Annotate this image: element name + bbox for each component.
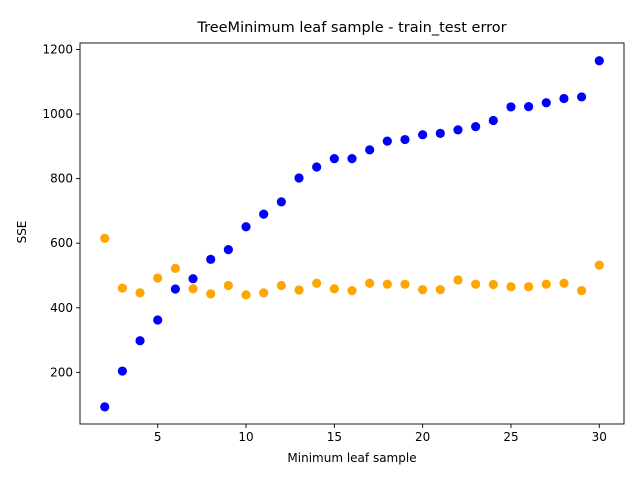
- data-point: [135, 336, 145, 346]
- x-tick-label: 5: [154, 430, 162, 444]
- data-point: [435, 128, 445, 139]
- plot-area: 5 10 15 20 25 30 200 400 600 800 1000 1200: [42, 42, 625, 444]
- data-point: [223, 280, 233, 291]
- data-point: [135, 288, 145, 298]
- y-tick-label: 800: [50, 172, 73, 186]
- y-tick-label: 1000: [42, 107, 73, 121]
- data-point: [276, 197, 286, 207]
- data-point: [223, 245, 233, 255]
- data-point: [206, 254, 216, 264]
- data-point: [294, 173, 304, 183]
- y-axis-label: SSE: [15, 221, 29, 244]
- data-point: [524, 282, 534, 292]
- data-point: [400, 279, 410, 289]
- data-point: [188, 274, 198, 284]
- axes-frame: [79, 42, 625, 425]
- data-point: [488, 115, 498, 126]
- data-point: [400, 134, 410, 145]
- data-point: [577, 286, 587, 296]
- data-point: [471, 122, 481, 132]
- data-point: [170, 263, 180, 273]
- data-point: [541, 98, 551, 108]
- data-point: [153, 273, 163, 283]
- data-point: [347, 153, 357, 164]
- data-point: [347, 286, 357, 296]
- x-tick-label: 25: [503, 430, 518, 444]
- y-tick-label: 400: [50, 301, 73, 315]
- data-point: [506, 102, 516, 112]
- x-tick-label: 20: [415, 430, 430, 444]
- data-point: [506, 282, 516, 292]
- data-point: [594, 260, 604, 270]
- data-point: [276, 280, 286, 291]
- data-point: [259, 288, 269, 298]
- data-point: [453, 275, 463, 285]
- data-point: [541, 279, 551, 289]
- data-point: [117, 283, 127, 293]
- data-point: [435, 285, 445, 295]
- data-point: [206, 289, 216, 299]
- data-point: [259, 209, 269, 219]
- data-point: [365, 278, 375, 288]
- x-axis-label: Minimum leaf sample: [287, 451, 416, 465]
- x-tick-label: 10: [238, 430, 253, 444]
- data-point: [418, 285, 428, 295]
- data-point: [594, 56, 604, 66]
- data-point: [559, 278, 569, 288]
- data-point: [153, 315, 163, 325]
- data-point: [170, 284, 180, 294]
- x-tick-label: 30: [592, 430, 607, 444]
- y-tick-label: 200: [50, 365, 73, 379]
- data-point: [241, 222, 251, 232]
- data-point: [329, 153, 339, 164]
- x-tick-label: 15: [327, 430, 342, 444]
- data-point: [453, 125, 463, 135]
- data-point: [100, 233, 110, 243]
- data-point: [382, 279, 392, 289]
- data-point: [117, 366, 127, 376]
- data-point: [294, 285, 304, 295]
- data-point: [241, 290, 251, 300]
- data-point: [524, 102, 534, 112]
- data-point: [312, 278, 322, 288]
- y-tick-label: 600: [50, 236, 73, 250]
- data-point: [312, 162, 322, 172]
- chart-title: TreeMinimum leaf sample - train_test err…: [196, 20, 506, 36]
- data-point: [382, 136, 392, 146]
- data-point: [188, 284, 198, 294]
- y-tick-label: 1200: [42, 42, 73, 56]
- data-point: [365, 145, 375, 155]
- data-point: [100, 402, 110, 412]
- data-point: [471, 279, 481, 289]
- data-point: [559, 93, 569, 104]
- data-point: [577, 92, 587, 102]
- data-point: [329, 284, 339, 294]
- data-point: [488, 279, 498, 290]
- data-point: [418, 130, 428, 140]
